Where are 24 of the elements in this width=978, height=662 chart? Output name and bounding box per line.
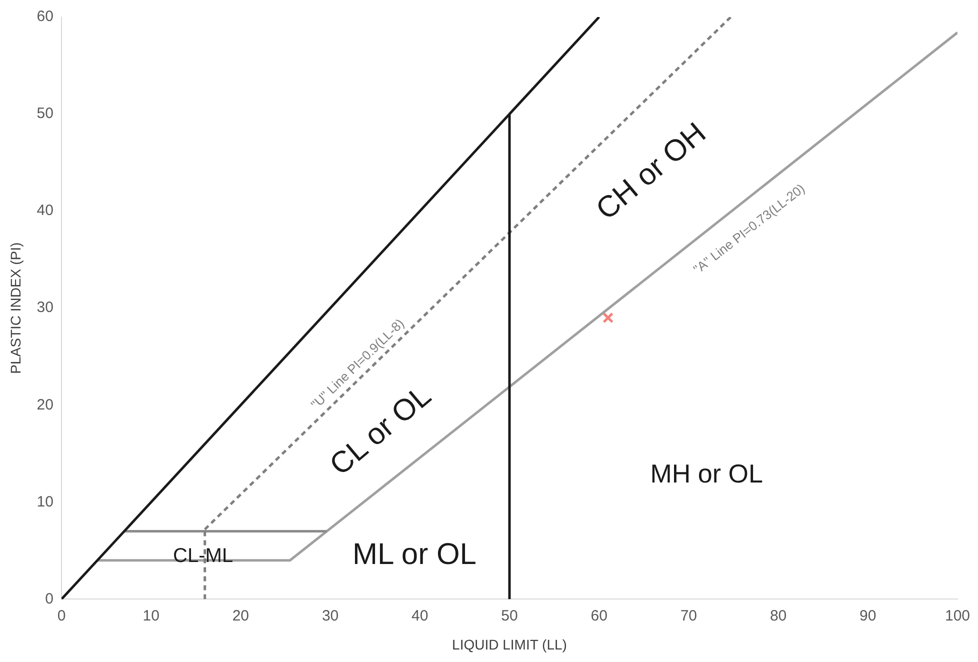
y-tick-label: 0 xyxy=(45,590,54,608)
x-tick-label: 90 xyxy=(860,607,876,624)
x-tick-label: 20 xyxy=(232,607,250,624)
x-tick-label: 10 xyxy=(142,607,160,624)
x-tick-label: 30 xyxy=(322,607,339,624)
x-tick-label: 80 xyxy=(770,607,787,624)
x-tick-label: 100 xyxy=(944,607,970,624)
y-tick-label: 50 xyxy=(36,105,54,122)
y-tick-label: 20 xyxy=(36,396,54,414)
y-tick-label: 30 xyxy=(36,299,54,316)
x-axis-title: LIQUID LIMIT (LL) xyxy=(452,636,567,652)
annotation: ML or OL xyxy=(352,538,476,571)
x-tick-label: 70 xyxy=(680,607,698,624)
x-tick-label: 40 xyxy=(412,607,428,624)
annotation: CH or OH xyxy=(590,116,712,226)
x-tick-label: 0 xyxy=(57,607,66,624)
x-tick-label: 60 xyxy=(590,607,608,624)
y-tick-label: 60 xyxy=(36,8,54,26)
annotation: CL-ML xyxy=(173,545,234,568)
x-tick-label: 50 xyxy=(501,607,518,624)
y-tick-label: 10 xyxy=(36,493,54,510)
annotation: MH or OL xyxy=(650,458,763,488)
y-tick-label: 40 xyxy=(36,202,54,220)
y-axis-title: PLASTIC INDEX (PI) xyxy=(7,242,24,374)
